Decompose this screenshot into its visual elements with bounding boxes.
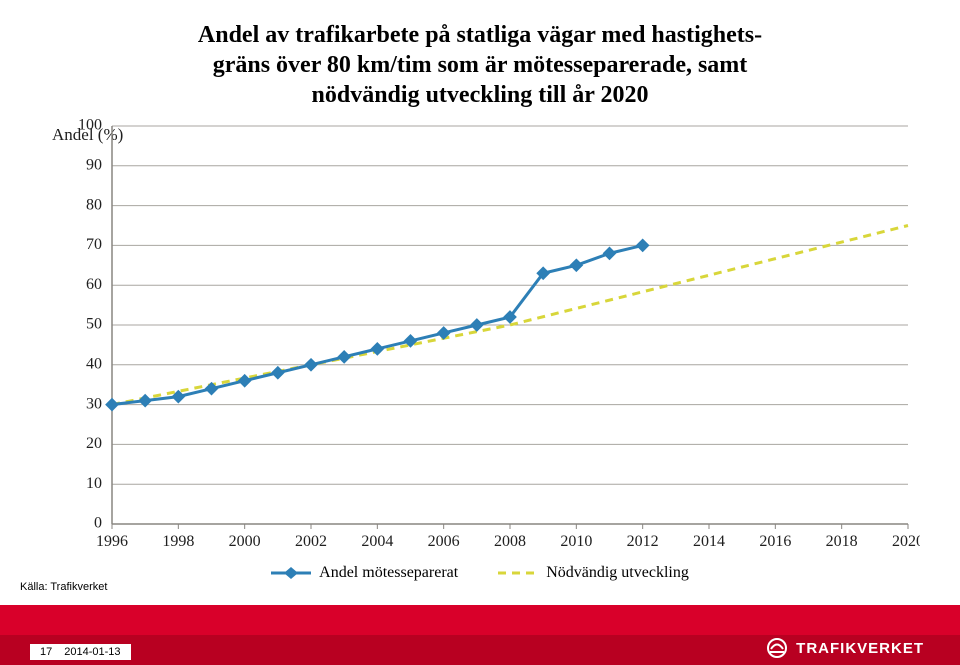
svg-text:2006: 2006 (428, 533, 460, 550)
legend-item: Andel mötesseparerat (271, 564, 458, 582)
svg-text:2010: 2010 (560, 533, 592, 550)
svg-text:100: 100 (78, 117, 102, 134)
svg-text:50: 50 (86, 316, 102, 333)
svg-text:2012: 2012 (627, 533, 659, 550)
svg-text:1996: 1996 (96, 533, 128, 550)
title-line-3: nödvändig utveckling till år 2020 (312, 82, 649, 108)
page-title: Andel av trafikarbete på statliga vägar … (40, 20, 920, 110)
legend: Andel mötesseparerat Nödvändig utveckling (40, 564, 920, 585)
svg-text:2000: 2000 (229, 533, 261, 550)
svg-text:2014: 2014 (693, 533, 725, 550)
legend-swatch-icon (271, 566, 311, 580)
source-text: Källa: Trafikverket (20, 581, 107, 593)
svg-text:2016: 2016 (759, 533, 791, 550)
svg-text:60: 60 (86, 276, 102, 293)
legend-label: Nödvändig utveckling (546, 564, 689, 582)
svg-text:90: 90 (86, 156, 102, 173)
title-line-1: Andel av trafikarbete på statliga vägar … (198, 22, 762, 48)
logo-text: TRAFIKVERKET (796, 640, 924, 657)
svg-text:70: 70 (86, 236, 102, 253)
svg-text:20: 20 (86, 435, 102, 452)
svg-text:30: 30 (86, 395, 102, 412)
trafikverket-logo: TRAFIKVERKET (766, 637, 924, 659)
svg-text:2020: 2020 (892, 533, 920, 550)
chart-container: Andel (%)0102030405060708090100199619982… (40, 116, 920, 556)
footer: 17 2014-01-13 TRAFIKVERKET (0, 619, 960, 665)
svg-text:40: 40 (86, 355, 102, 372)
svg-text:0: 0 (94, 515, 102, 532)
svg-text:2008: 2008 (494, 533, 526, 550)
page-number: 17 (40, 646, 52, 658)
legend-label: Andel mötesseparerat (319, 564, 458, 582)
footer-band-light (0, 605, 960, 635)
legend-item: Nödvändig utveckling (498, 564, 689, 582)
svg-text:2002: 2002 (295, 533, 327, 550)
svg-text:80: 80 (86, 196, 102, 213)
slide-page: Andel av trafikarbete på statliga vägar … (0, 0, 960, 665)
slide-date: 2014-01-13 (64, 646, 120, 658)
title-line-2: gräns över 80 km/tim som är mötesseparer… (213, 52, 748, 78)
footer-slip: 17 2014-01-13 (30, 644, 131, 660)
logo-mark-icon (766, 637, 788, 659)
chart-svg: Andel (%)0102030405060708090100199619982… (40, 116, 920, 556)
svg-text:10: 10 (86, 475, 102, 492)
svg-text:2004: 2004 (361, 533, 393, 550)
legend-swatch-icon (498, 566, 538, 580)
svg-text:2018: 2018 (826, 533, 858, 550)
svg-text:1998: 1998 (162, 533, 194, 550)
